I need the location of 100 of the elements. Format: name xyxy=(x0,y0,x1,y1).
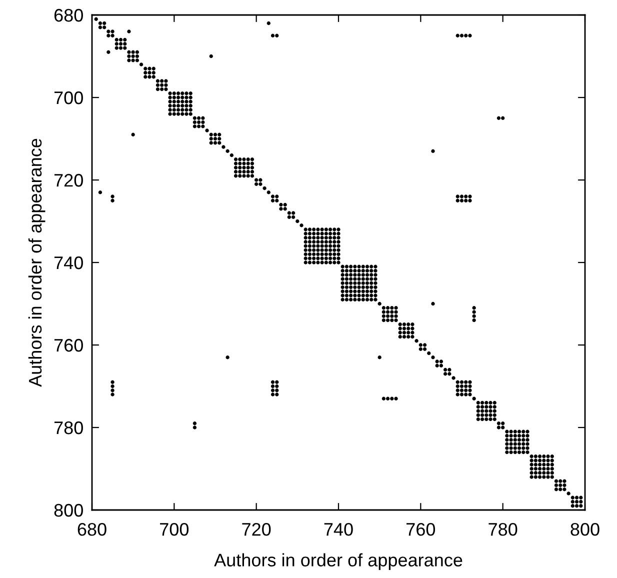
point xyxy=(492,409,496,413)
point xyxy=(526,450,530,454)
point xyxy=(452,376,456,380)
point xyxy=(250,158,254,162)
point xyxy=(550,458,554,462)
point xyxy=(209,54,213,58)
x-tick-label: 720 xyxy=(242,522,271,536)
point xyxy=(464,198,468,202)
point xyxy=(275,198,279,202)
point xyxy=(218,141,222,145)
point xyxy=(456,194,460,198)
point xyxy=(464,384,468,388)
point xyxy=(513,434,517,438)
point xyxy=(534,458,538,462)
x-tick-label: 780 xyxy=(488,522,518,536)
point xyxy=(184,112,188,116)
point xyxy=(472,306,476,310)
x-tick-label: 760 xyxy=(406,522,436,536)
point xyxy=(192,426,197,430)
point xyxy=(484,413,488,417)
point xyxy=(127,30,131,34)
point xyxy=(180,100,184,104)
point xyxy=(530,466,534,471)
point xyxy=(558,483,562,488)
point xyxy=(476,409,480,413)
point xyxy=(522,434,526,438)
point xyxy=(526,442,530,446)
point xyxy=(460,388,464,392)
point xyxy=(500,426,505,430)
point xyxy=(131,50,135,54)
y-tick-label: 780 xyxy=(54,421,83,434)
point xyxy=(291,215,296,219)
point xyxy=(291,211,296,215)
point xyxy=(110,392,114,396)
point xyxy=(422,347,427,351)
point xyxy=(546,466,550,471)
point xyxy=(476,413,480,417)
point xyxy=(431,356,435,360)
y-tick-label: 700 xyxy=(54,91,83,104)
point xyxy=(456,34,460,38)
point xyxy=(172,92,176,96)
point xyxy=(114,46,118,50)
point xyxy=(131,132,135,136)
point xyxy=(472,314,476,318)
point xyxy=(102,26,106,30)
point xyxy=(546,458,550,462)
point xyxy=(188,112,192,116)
point xyxy=(579,504,583,508)
point xyxy=(484,409,488,413)
point xyxy=(550,475,554,479)
point xyxy=(530,454,534,458)
point xyxy=(566,492,570,496)
point xyxy=(188,108,192,112)
point xyxy=(550,462,554,466)
point xyxy=(98,21,102,26)
point xyxy=(526,446,530,450)
point xyxy=(270,384,275,388)
point xyxy=(144,75,148,79)
point xyxy=(526,430,530,434)
point xyxy=(538,462,542,466)
point xyxy=(431,149,435,153)
point xyxy=(258,178,262,182)
point xyxy=(287,215,292,219)
point xyxy=(176,104,180,108)
point xyxy=(542,466,546,471)
y-tick-label: 760 xyxy=(54,338,83,352)
point xyxy=(164,83,168,87)
point xyxy=(127,54,131,58)
point xyxy=(513,438,517,442)
point xyxy=(460,34,464,38)
x-axis-title: Authors in order of appearance xyxy=(214,553,462,570)
point xyxy=(509,450,513,454)
point xyxy=(522,438,526,442)
point xyxy=(492,400,496,405)
point xyxy=(188,104,192,108)
point xyxy=(275,388,279,392)
point xyxy=(468,392,472,396)
point xyxy=(488,417,492,422)
point xyxy=(448,368,452,372)
point xyxy=(570,504,575,508)
point xyxy=(209,136,213,141)
point xyxy=(505,430,509,434)
point xyxy=(554,479,558,483)
point xyxy=(386,318,390,322)
point xyxy=(110,380,114,384)
point xyxy=(180,96,184,100)
point xyxy=(456,384,460,388)
point xyxy=(127,58,131,62)
point xyxy=(488,405,492,409)
point xyxy=(390,306,394,310)
point xyxy=(579,496,583,500)
point xyxy=(530,458,534,462)
point xyxy=(464,388,468,392)
point xyxy=(275,380,279,384)
point xyxy=(106,34,110,38)
point xyxy=(250,174,254,178)
point xyxy=(118,46,123,50)
point xyxy=(139,62,144,66)
point xyxy=(505,434,509,438)
point xyxy=(180,92,184,96)
